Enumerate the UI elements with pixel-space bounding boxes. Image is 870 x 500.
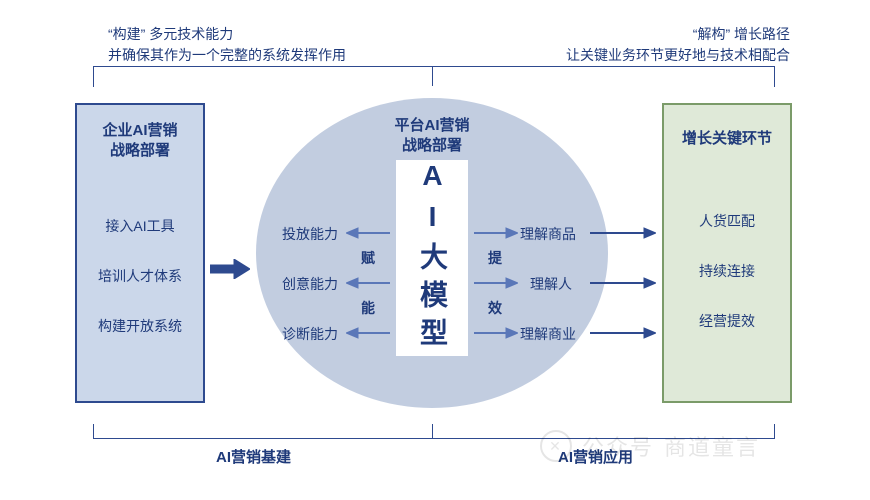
arrow-left-0 (346, 226, 390, 240)
top-bracket-divider (432, 66, 433, 86)
circle-right-item-2: 理解商业 (520, 324, 576, 344)
bottom-bracket-divider (432, 424, 433, 438)
right-card: 增长关键环节 人货匹配 持续连接 经营提效 (662, 103, 792, 403)
left-card-title-l1: 企业AI营销 (77, 121, 203, 141)
circle-title: 平台AI营销 战略部署 (382, 116, 482, 157)
left-card-title: 企业AI营销 战略部署 (77, 121, 203, 162)
circle-left-item-0: 投放能力 (282, 224, 338, 244)
circle-title-l2: 战略部署 (382, 136, 482, 156)
top-bracket (93, 66, 775, 87)
circle-right-item-0: 理解商品 (520, 224, 576, 244)
arrow-to-right-2 (590, 327, 656, 339)
arrow-right-2 (474, 326, 518, 340)
top-right-caption: “解构” 增长路径 让关键业务环节更好地与技术相配合 (530, 24, 790, 66)
top-right-line1: “解构” 增长路径 (530, 24, 790, 45)
arrow-right-1 (474, 276, 518, 290)
left-card-item-1: 培训人才体系 (77, 266, 203, 286)
big-arrow-icon (210, 259, 250, 279)
watermark: ✕ 公众号 商道童言 (540, 430, 860, 462)
center-model-box: AI大模型 (396, 160, 468, 356)
right-card-item-1: 持续连接 (664, 261, 790, 281)
center-model-text: AI大模型 (412, 160, 452, 356)
left-card-item-2: 构建开放系统 (77, 316, 203, 336)
right-card-title: 增长关键环节 (664, 129, 790, 149)
top-left-caption: “构建” 多元技术能力 并确保其作为一个完整的系统发挥作用 (108, 24, 346, 66)
left-card: 企业AI营销 战略部署 接入AI工具 培训人才体系 构建开放系统 (75, 103, 205, 403)
top-left-line1: “构建” 多元技术能力 (108, 24, 346, 45)
circle-right-item-1: 理解人 (530, 274, 572, 294)
right-card-item-2: 经营提效 (664, 311, 790, 331)
top-left-line2: 并确保其作为一个完整的系统发挥作用 (108, 45, 346, 66)
arrow-to-right-0 (590, 227, 656, 239)
arrow-left-2 (346, 326, 390, 340)
watermark-prefix: 公众号 (582, 430, 654, 462)
left-char-0: 赋 (361, 248, 375, 268)
circle-left-item-2: 诊断能力 (282, 324, 338, 344)
right-char-0: 提 (488, 248, 502, 268)
arrow-to-right-1 (590, 277, 656, 289)
right-card-item-0: 人货匹配 (664, 211, 790, 231)
watermark-name: 商道童言 (664, 430, 760, 462)
circle-title-l1: 平台AI营销 (382, 116, 482, 136)
right-char-1: 效 (488, 298, 502, 318)
wechat-icon: ✕ (540, 430, 572, 462)
arrow-left-1 (346, 276, 390, 290)
left-card-title-l2: 战略部署 (77, 141, 203, 161)
top-right-line2: 让关键业务环节更好地与技术相配合 (530, 45, 790, 66)
diagram-stage: “构建” 多元技术能力 并确保其作为一个完整的系统发挥作用 “解构” 增长路径 … (0, 0, 870, 500)
bottom-left-label: AI营销基建 (216, 446, 291, 467)
circle-left-item-1: 创意能力 (282, 274, 338, 294)
left-char-1: 能 (361, 298, 375, 318)
left-card-item-0: 接入AI工具 (77, 216, 203, 236)
arrow-right-0 (474, 226, 518, 240)
